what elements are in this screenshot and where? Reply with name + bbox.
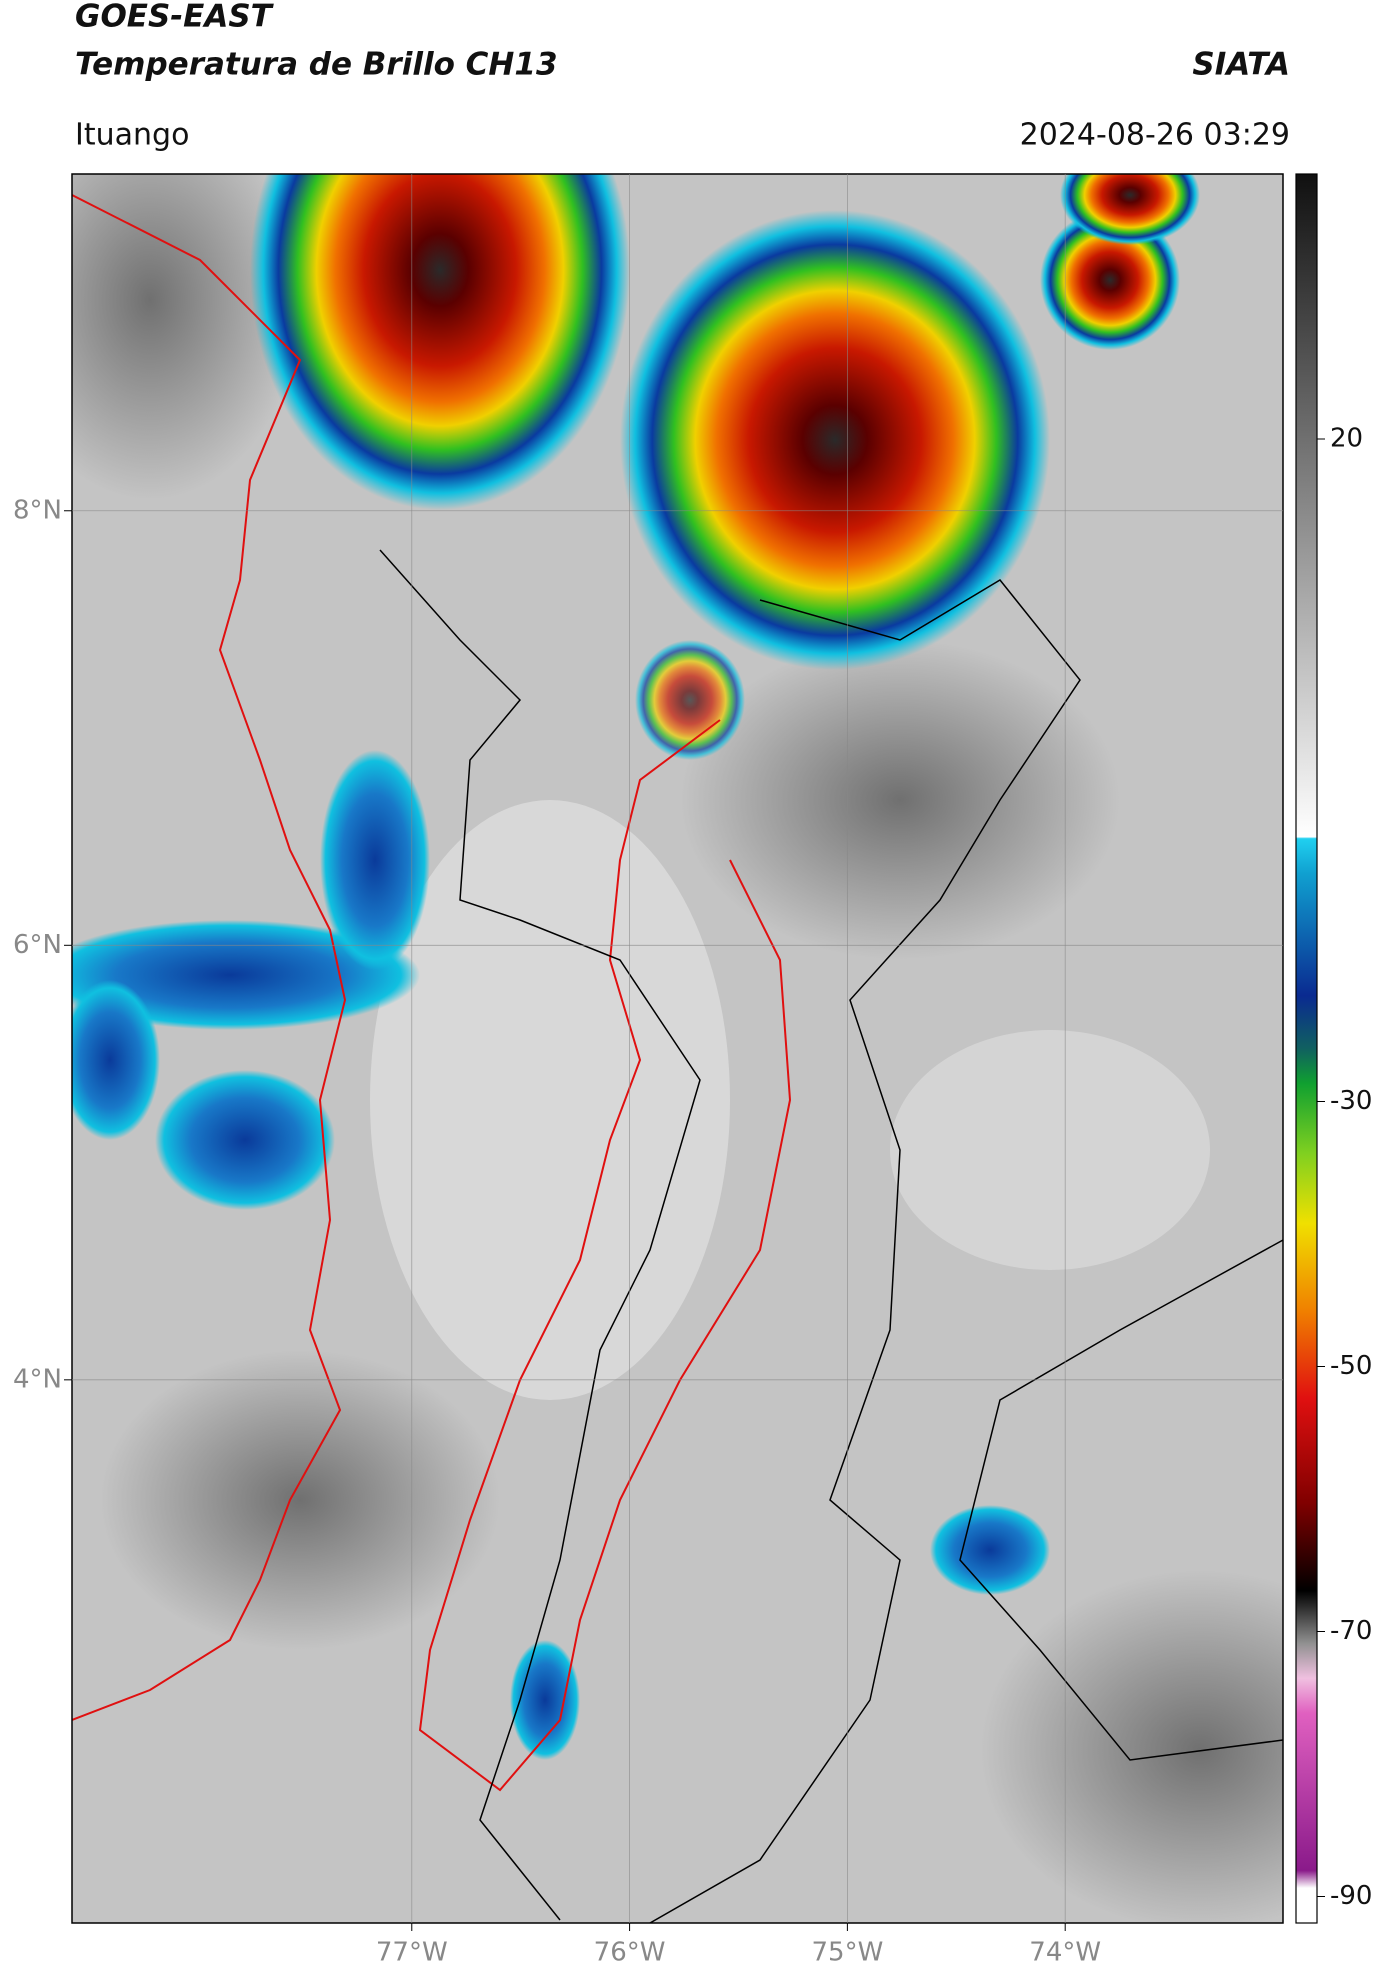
colorbar-tick-label: -50: [1330, 1351, 1372, 1381]
title: GOES-EAST: [75, 0, 275, 35]
location: Ituango: [75, 118, 189, 153]
colorbar-tick-label: 20: [1330, 424, 1363, 454]
source: SIATA: [1192, 47, 1290, 83]
colorbar-tick-label: -70: [1330, 1616, 1372, 1646]
colorbar-tick-label: -90: [1330, 1881, 1372, 1911]
map-frame: [71, 173, 1284, 1924]
y-tick-label: 8°N: [13, 495, 62, 525]
y-tick-label: 4°N: [13, 1364, 62, 1394]
x-tick-label: 76°W: [594, 1938, 666, 1968]
y-tick-label: 6°N: [13, 930, 62, 960]
subtitle: Temperatura de Brillo CH13: [75, 47, 558, 83]
x-tick-label: 75°W: [811, 1938, 883, 1968]
x-tick-label: 77°W: [376, 1938, 448, 1968]
satellite-image: [72, 174, 1283, 1923]
datetime: 2024-08-26 03:29: [1020, 118, 1290, 153]
colorbar: [1295, 173, 1318, 1924]
x-tick-label: 74°W: [1029, 1938, 1101, 1968]
colorbar-tick-label: -30: [1330, 1086, 1372, 1116]
